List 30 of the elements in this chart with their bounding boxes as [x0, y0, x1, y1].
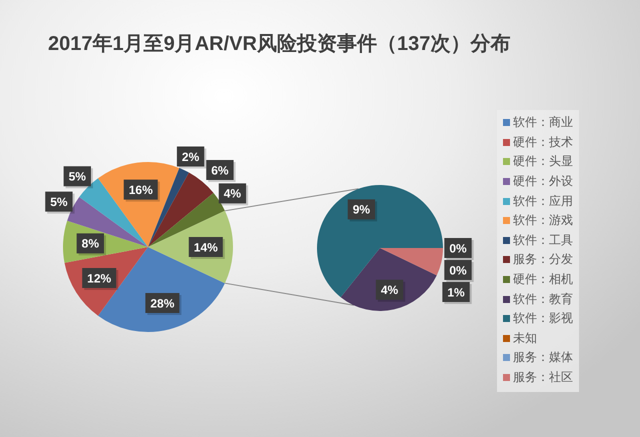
data-label: 5% — [50, 194, 68, 209]
legend-label: 未知 — [513, 330, 537, 347]
legend-label: 软件：商业 — [513, 114, 573, 132]
legend-label: 软件：影视 — [513, 310, 573, 328]
legend-label: 软件：游戏 — [513, 212, 573, 230]
legend-label: 硬件：头显 — [513, 153, 573, 170]
legend-label: 硬件：技术 — [513, 134, 573, 151]
legend-label: 硬件：相机 — [513, 271, 573, 288]
legend-label: 软件：教育 — [513, 290, 573, 308]
data-label: 1% — [447, 285, 466, 300]
data-label: 28% — [150, 296, 175, 310]
data-label: 5% — [68, 170, 86, 184]
text: 0% — [449, 241, 467, 256]
chart-title: 2017年1月至9月AR/VR风险投资事件（137次）分布 — [48, 32, 510, 57]
legend-label: 服务：社区 — [513, 369, 573, 386]
legend-label: 软件：工具 — [513, 232, 573, 249]
data-label: 4% — [224, 186, 242, 201]
data-label: 4% — [380, 283, 399, 298]
data-label: 2% — [182, 150, 200, 164]
data-label: 14% — [194, 240, 218, 254]
legend-label: 软件：应用 — [513, 192, 573, 210]
legend-label: 服务：媒体 — [513, 349, 573, 366]
data-label: 8% — [82, 236, 100, 251]
data-label: 12% — [87, 271, 112, 286]
data-label: 6% — [211, 163, 229, 178]
data-label: 16% — [128, 182, 154, 197]
legend-label: 硬件：外设 — [513, 173, 573, 190]
text: 0% — [449, 263, 467, 278]
legend-label: 服务：分发 — [513, 251, 573, 268]
data-label: 9% — [352, 202, 370, 217]
